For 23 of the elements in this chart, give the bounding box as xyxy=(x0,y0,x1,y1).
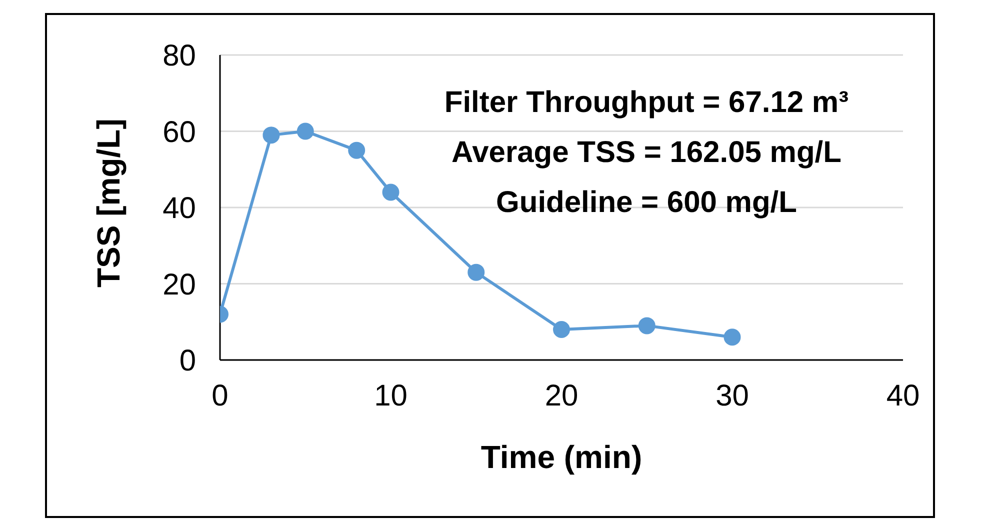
x-tick-label: 0 xyxy=(212,379,228,412)
point xyxy=(553,321,570,338)
annotation: Average TSS = 162.05 mg/L xyxy=(450,135,842,171)
y-tick-label: 80 xyxy=(162,40,196,73)
y-tick-label: 20 xyxy=(162,268,196,302)
x-tick-label: 10 xyxy=(374,379,408,412)
x-tick-label: 20 xyxy=(544,379,578,412)
annotation: Filter Throughput = 67.12 m³ xyxy=(443,85,850,121)
y-tick-label: 40 xyxy=(162,192,196,226)
x-tick-label: 30 xyxy=(716,379,749,412)
y-axis-title: TSS [mg/L] xyxy=(90,118,126,288)
point xyxy=(724,328,741,346)
x-axis-title: Time (min) xyxy=(480,439,642,475)
point xyxy=(638,317,656,334)
point xyxy=(468,264,485,281)
y-tick-label: 0 xyxy=(179,344,196,378)
point xyxy=(348,142,366,159)
annotation: Guideline = 600 mg/L xyxy=(495,185,798,221)
point xyxy=(296,122,314,140)
x-tick-label: 40 xyxy=(886,379,920,412)
point xyxy=(382,184,400,201)
point xyxy=(262,126,280,144)
y-tick-label: 60 xyxy=(162,116,196,149)
